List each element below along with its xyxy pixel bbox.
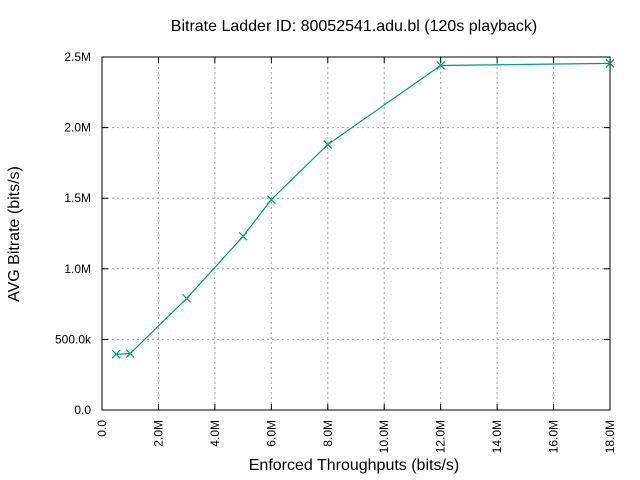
data-point-marker	[182, 294, 192, 303]
data-point-marker	[323, 140, 333, 149]
marker-stroke	[436, 61, 446, 70]
y-tick-label: 1.5M	[64, 191, 91, 205]
y-tick-label: 2.0M	[64, 121, 91, 135]
y-tick-label: 1.0M	[64, 262, 91, 276]
y-tick-labels: 0.0 500.0k 1.0M 1.5M 2.0M 2.5M	[55, 50, 92, 417]
data-point-marker	[238, 231, 248, 241]
marker-stroke	[182, 294, 192, 303]
y-tick-label: 500.0k	[55, 332, 92, 346]
data-point-marker	[436, 61, 446, 70]
x-tick-label: 2.0M	[151, 420, 165, 447]
chart-title: Bitrate Ladder ID: 80052541.adu.bl (120s…	[171, 18, 537, 35]
x-tick-label: 10.0M	[377, 420, 391, 453]
grid-lines	[102, 57, 610, 410]
y-tick-label: 2.5M	[64, 50, 91, 64]
marker-stroke	[605, 58, 615, 68]
x-tick-label: 12.0M	[434, 420, 448, 453]
marker-stroke	[125, 349, 135, 358]
data-point-marker	[125, 349, 135, 358]
series-line	[116, 62, 611, 355]
data-point-marker	[111, 349, 121, 359]
y-axis-label: AVG Bitrate (bits/s)	[6, 166, 23, 302]
data-point-marker	[605, 58, 615, 68]
x-tick-label: 4.0M	[208, 420, 222, 447]
x-tick-label: 18.0M	[603, 420, 617, 453]
x-tick-label: 6.0M	[264, 420, 278, 447]
x-tick-label: 16.0M	[547, 420, 561, 453]
y-tick-label: 0.0	[74, 403, 91, 417]
x-tick-label: 8.0M	[321, 420, 335, 447]
marker-stroke	[238, 231, 248, 241]
marker-stroke	[266, 195, 276, 205]
axis-ticks	[101, 56, 611, 411]
x-tick-label: 14.0M	[490, 420, 504, 453]
x-axis-label: Enforced Throughputs (bits/s)	[249, 457, 459, 474]
x-tick-labels: 0.0 2.0M 4.0M 6.0M 8.0M 10.0M 12.0M 14.0M 16.0M 1…	[95, 420, 617, 454]
series-group	[111, 58, 615, 359]
marker-stroke	[111, 349, 121, 359]
data-point-marker	[266, 195, 276, 205]
marker-stroke	[323, 140, 333, 149]
plot-frame	[101, 56, 611, 411]
x-tick-label: 0.0	[95, 420, 109, 437]
